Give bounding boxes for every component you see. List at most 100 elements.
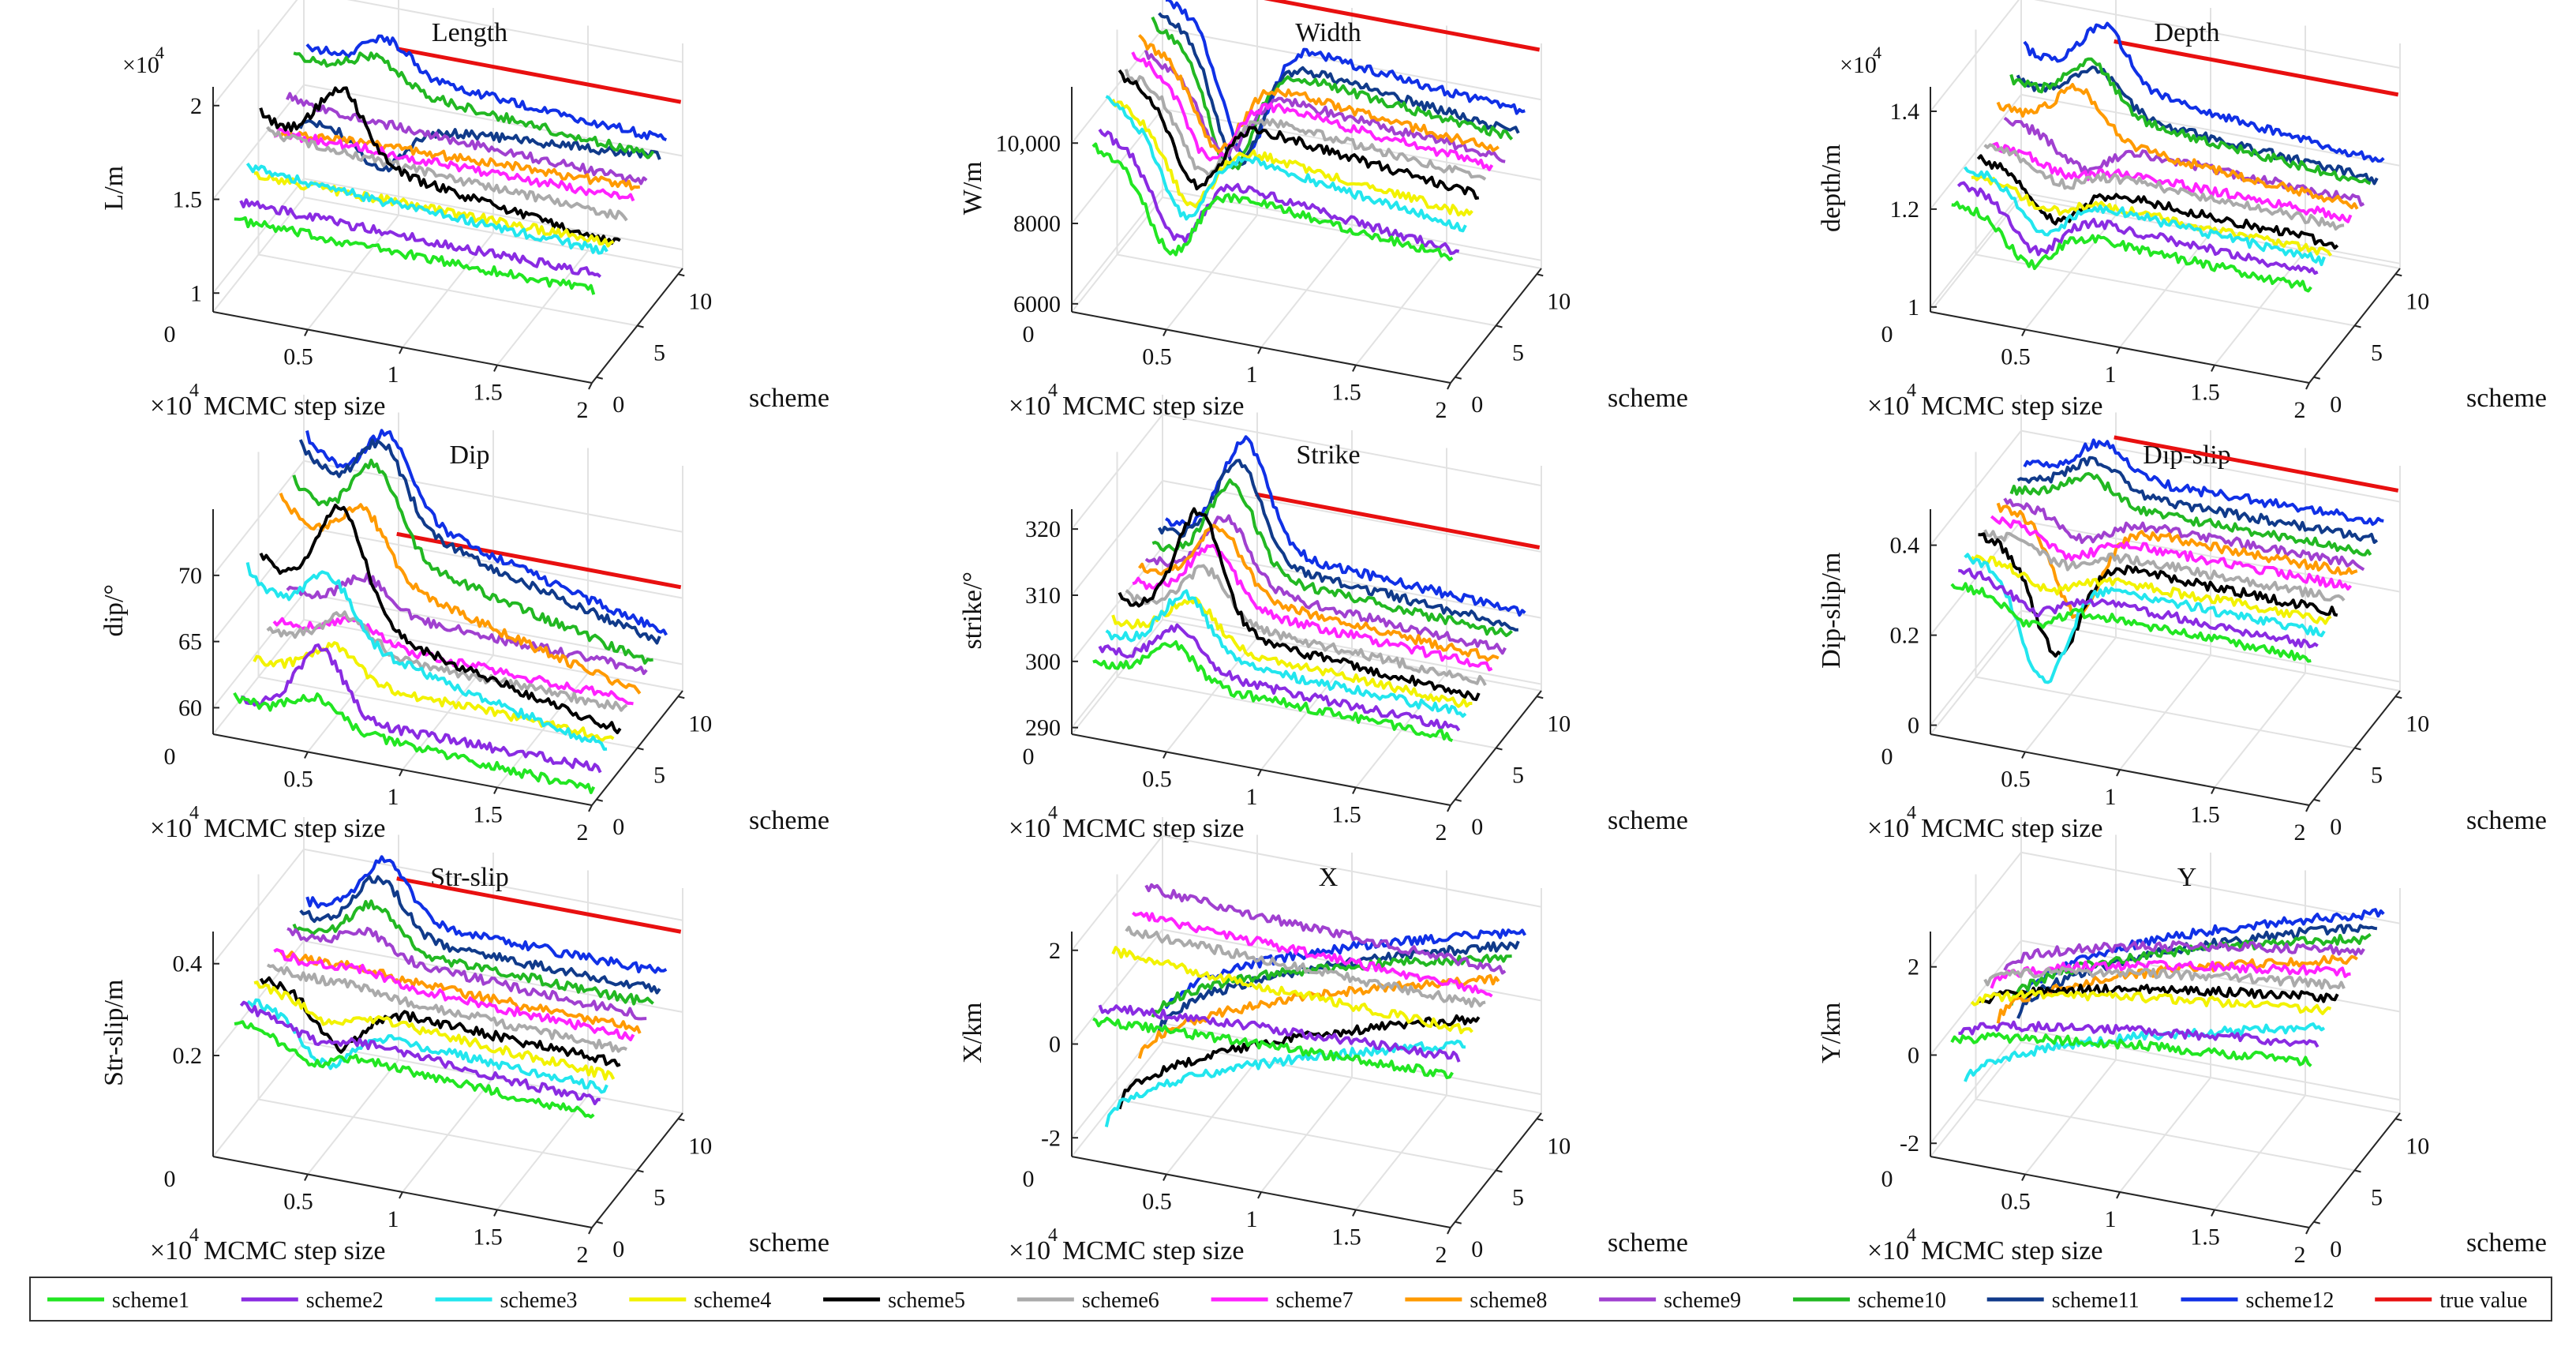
z-tick-label: 5 — [2371, 340, 2383, 366]
legend-label: scheme1 — [112, 1288, 189, 1313]
series-line-scheme6 — [266, 126, 628, 222]
y-exponent-power: 4 — [1873, 43, 1881, 62]
series-line-scheme11 — [1158, 12, 1520, 167]
grid — [212, 395, 683, 806]
series-line-scheme3 — [1964, 553, 2326, 684]
x-tick — [1257, 769, 1262, 777]
series-line-scheme5 — [1118, 69, 1480, 201]
x-tick-label: 2 — [2294, 819, 2306, 845]
x-tick-label: 0 — [164, 321, 176, 347]
x-tick-label: 1.5 — [1331, 380, 1361, 406]
series-line-scheme4 — [1111, 946, 1473, 1035]
z-tick-label: 5 — [1512, 763, 1524, 789]
z-tick-label: 10 — [1547, 710, 1571, 737]
panel-title: X — [1319, 863, 1339, 892]
z-tick — [1496, 1169, 1503, 1173]
z-tick — [678, 695, 685, 699]
legend-box — [29, 1277, 2552, 1322]
y-tick-label: 60 — [178, 695, 202, 721]
z-tick-label: 10 — [688, 1133, 712, 1159]
x-tick — [1352, 787, 1357, 794]
series-line-scheme11 — [2016, 456, 2379, 544]
y-tick-label: 1.4 — [1890, 99, 1920, 125]
z-tick — [2395, 695, 2402, 699]
z-tick — [1455, 798, 1462, 802]
z-tick-label: 0 — [612, 1236, 624, 1262]
series-line-scheme2 — [1098, 128, 1460, 255]
x-tick-label: 0.5 — [283, 344, 313, 370]
z-tick-label: 5 — [1512, 340, 1524, 366]
series-line-scheme9 — [2003, 940, 2365, 971]
z-tick-label: 10 — [1547, 288, 1571, 314]
legend-label: scheme5 — [888, 1288, 965, 1313]
series-line-scheme8 — [1137, 34, 1500, 154]
series-line-scheme10 — [1151, 478, 1513, 638]
series-line-scheme7 — [1131, 51, 1494, 171]
y-tick-label: 0.2 — [1890, 623, 1920, 649]
series-line-scheme10 — [1151, 16, 1514, 171]
z-tick-label: 5 — [653, 340, 665, 366]
panel-width: 00.511.52 05106000800010,000WidthW/m×104M… — [958, 0, 1688, 423]
y-tick-label: 1.5 — [173, 187, 203, 213]
z-tick — [2313, 376, 2320, 380]
series-line-scheme1 — [1951, 201, 2312, 293]
series-line-scheme8 — [1137, 523, 1500, 662]
legend-label: scheme12 — [2245, 1288, 2334, 1313]
x-exponent: ×10 — [1867, 814, 1909, 843]
z-tick — [2354, 747, 2361, 751]
y-tick-label: 0 — [1908, 713, 1919, 739]
grid-y-level — [212, 848, 683, 965]
z-tick — [1537, 273, 1544, 277]
grid-y-level — [1930, 93, 2401, 210]
series — [1950, 438, 2384, 684]
y-axis-label: Str-slip/m — [99, 980, 129, 1086]
x-exponent: ×10 — [150, 1236, 192, 1265]
series-line-scheme9 — [1144, 49, 1506, 163]
grid-y-level — [212, 0, 683, 107]
x-tick-label: 1.5 — [1331, 802, 1361, 828]
x-exponent: ×10 — [1867, 1236, 1909, 1265]
y-tick-label: 2 — [190, 93, 202, 119]
series-line-scheme8 — [279, 493, 642, 695]
z-tick-label: 0 — [1471, 1236, 1483, 1262]
series-line-scheme9 — [285, 92, 648, 186]
z-tick-label: 10 — [1547, 1133, 1571, 1159]
z-tick-label: 5 — [653, 1185, 665, 1211]
x-tick — [588, 1227, 593, 1235]
series-line-scheme6 — [1983, 965, 2346, 990]
grid-floor-z — [258, 1098, 638, 1172]
grid-y-level — [1071, 928, 1542, 1045]
x-tick-label: 1.5 — [1331, 1224, 1361, 1250]
y-axis-label: depth/m — [1817, 144, 1846, 232]
series-line-scheme5 — [259, 86, 621, 246]
x-tick — [2211, 787, 2215, 794]
x-exponent: ×10 — [1009, 1236, 1050, 1265]
x-tick-label: 0 — [1023, 1166, 1035, 1192]
panel-title: Depth — [2154, 18, 2219, 47]
grid-floor-z — [1975, 253, 2355, 327]
series-line-scheme1 — [1091, 142, 1454, 261]
x-tick-label: 0 — [164, 744, 176, 770]
series-line-scheme2 — [1098, 623, 1461, 732]
x-tick-label: 0 — [1023, 744, 1035, 770]
series-line-scheme7 — [273, 127, 635, 202]
z-tick — [2354, 324, 2361, 328]
x-axis-label: MCMC step size — [1062, 392, 1244, 421]
true-value-line — [396, 47, 682, 104]
x-exponent: ×10 — [1009, 392, 1050, 421]
z-tick-label: 0 — [2330, 392, 2342, 418]
x-tick-label: 0.5 — [2001, 1189, 2031, 1215]
x-tick-label: 1.5 — [2190, 802, 2220, 828]
y-axis-label: strike/° — [958, 572, 987, 650]
y-tick-label: 1 — [1908, 294, 1919, 321]
y-tick-label: 290 — [1025, 715, 1061, 741]
z-tick — [2313, 1220, 2320, 1224]
grid — [1930, 395, 2401, 806]
x-tick-label: 0 — [1881, 744, 1893, 770]
grid-y-level — [1071, 28, 1542, 144]
grid-floor-z — [1117, 253, 1496, 327]
grid-y-level — [1071, 414, 1542, 530]
true-value-line — [1255, 492, 1541, 549]
series — [233, 429, 668, 794]
